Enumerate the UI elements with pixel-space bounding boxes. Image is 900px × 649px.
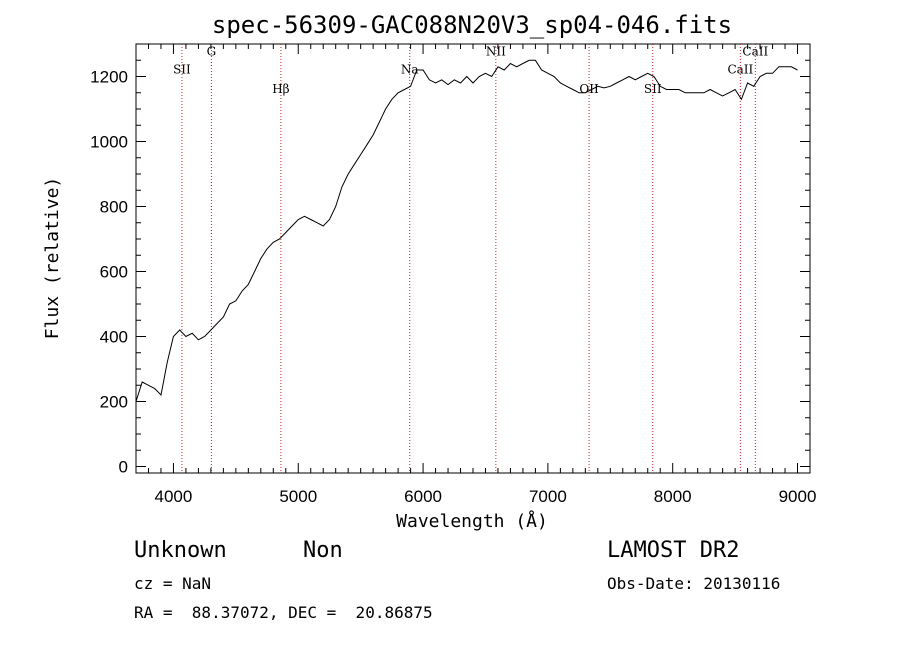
spectral-line-label: OII: [579, 82, 599, 96]
observation-date: Obs-Date: 20130116: [607, 574, 781, 593]
spectral-line-label: G: [207, 44, 217, 58]
y-tick-label: 400: [100, 328, 128, 347]
x-tick-label: 9000: [779, 487, 817, 506]
x-tick-label: 4000: [155, 487, 193, 506]
y-axis: 0 200 400 600 800 1000 1200: [90, 59, 810, 477]
y-axis-label: Flux (relative): [42, 177, 63, 340]
spectral-line-label: CaII: [742, 44, 768, 58]
spectral-line-label: SII: [173, 62, 191, 76]
redshift-cz: cz = NaN: [134, 574, 212, 593]
x-axis-label: Wavelength (Å): [396, 510, 548, 532]
survey-name: LAMOST DR2: [607, 538, 740, 563]
x-tick-label: 7000: [529, 487, 567, 506]
object-class: Unknown: [134, 538, 227, 563]
y-tick-label: 0: [119, 458, 128, 477]
chart-title: spec-56309-GAC088N20V3_sp04-046.fits: [212, 11, 732, 39]
x-axis: 4000 5000 6000 7000 8000 9000: [147, 44, 817, 506]
y-tick-label: 600: [100, 263, 128, 282]
coordinates: RA = 88.37072, DEC = 20.86875: [134, 603, 433, 622]
spectral-line-label: NII: [486, 44, 506, 58]
spectral-line-label: CaII: [727, 62, 753, 76]
spectral-line-label: Hβ: [272, 82, 289, 96]
spectral-line-markers: SII G Hβ Na NII OII SII CaII CaII: [173, 44, 768, 473]
x-tick-label: 8000: [654, 487, 692, 506]
plot-frame: [135, 43, 811, 474]
object-subclass: Non: [303, 538, 343, 563]
x-tick-label: 6000: [404, 487, 442, 506]
x-tick-label: 5000: [279, 487, 317, 506]
y-tick-label: 1000: [90, 133, 128, 152]
y-tick-label: 200: [100, 393, 128, 412]
spectral-line-label: Na: [401, 62, 419, 76]
y-tick-label: 1200: [90, 68, 128, 87]
spectral-line-label: SII: [644, 82, 662, 96]
spectrum-series-line: [135, 59, 798, 402]
y-tick-label: 800: [100, 198, 128, 217]
